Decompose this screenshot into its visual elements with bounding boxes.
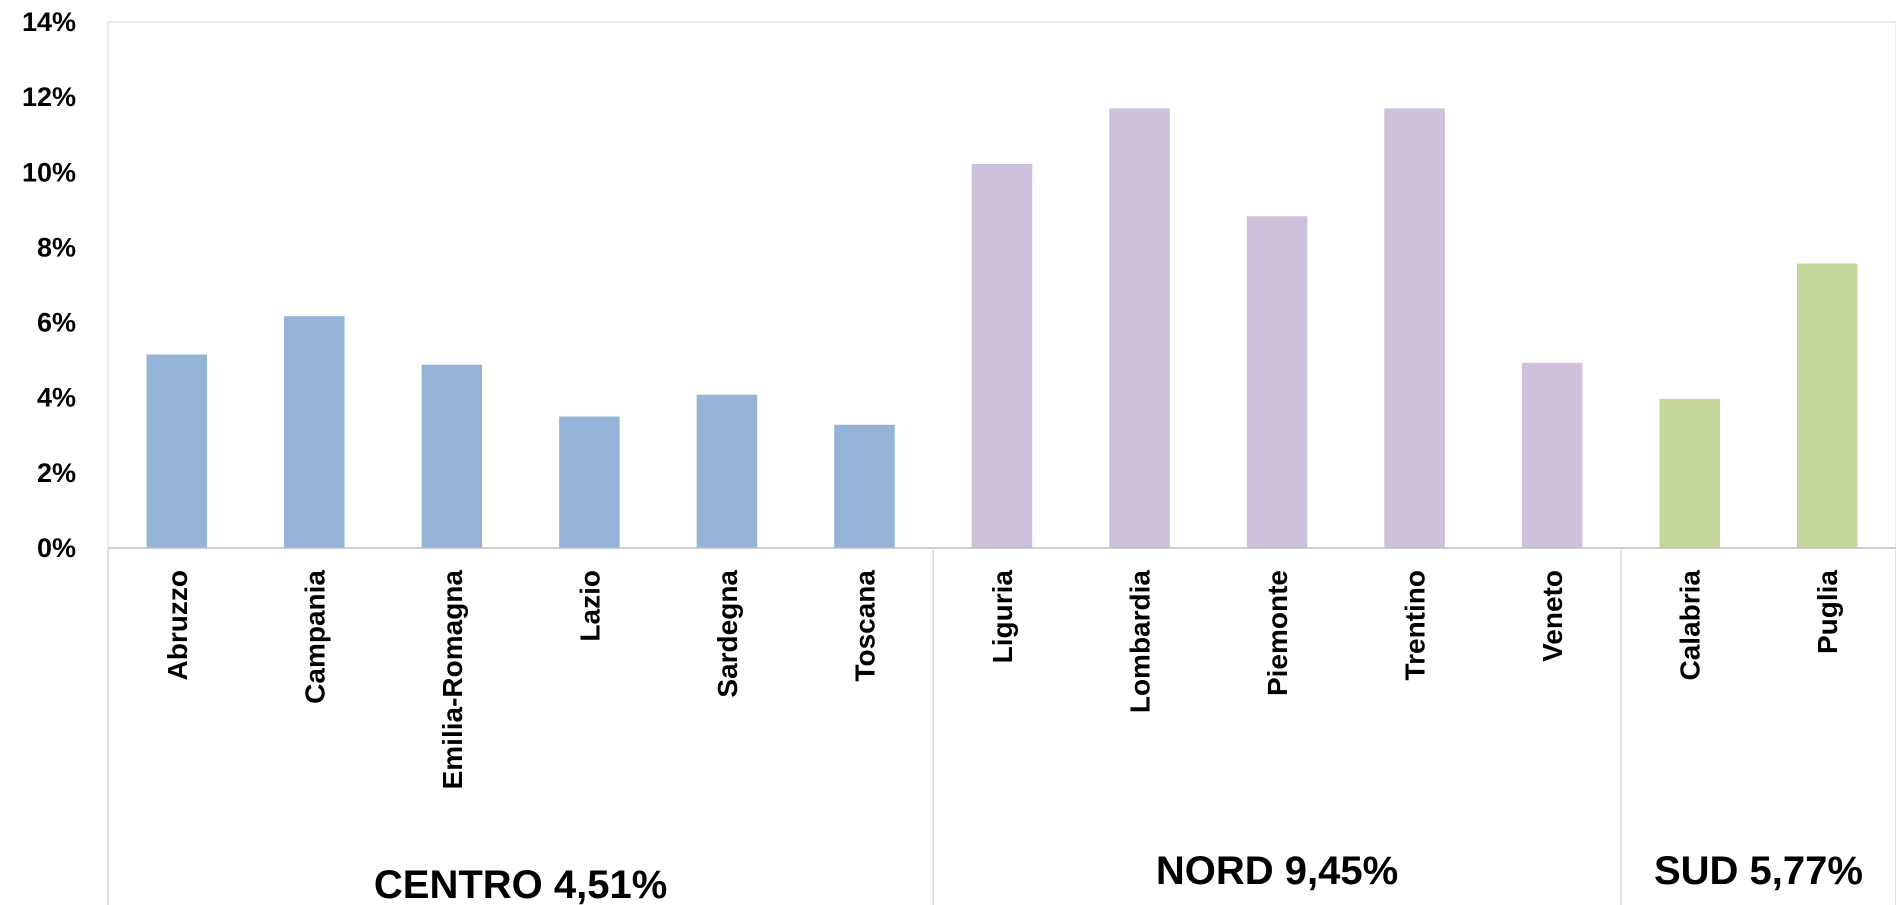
x-tick-label: Trentino (1400, 570, 1431, 680)
bar (559, 416, 620, 548)
x-tick-label: Toscana (849, 570, 880, 682)
y-tick-label: 2% (37, 458, 76, 488)
x-tick-label: Sardegna (712, 570, 743, 698)
x-tick-label: Veneto (1537, 570, 1568, 662)
bar (421, 364, 483, 548)
y-tick-label: 4% (37, 383, 76, 413)
bar (971, 164, 1033, 548)
bar (1384, 108, 1445, 549)
group-labels: CENTRO 4,51% NORD 9,45% SUD 5,77% (374, 849, 1863, 905)
bar (1246, 216, 1308, 548)
x-tick-label: Piemonte (1262, 570, 1293, 696)
bar (1109, 108, 1170, 549)
x-tick-label: Campania (299, 570, 330, 704)
y-tick-label: 14% (22, 7, 76, 37)
bar (284, 316, 345, 548)
x-tick-label: Puglia (1812, 570, 1843, 654)
y-tick-label: 0% (37, 533, 76, 563)
bar (1659, 398, 1720, 548)
y-axis-ticks: 0% 2% 4% 6% 8% 10% 12% 14% (22, 7, 76, 563)
y-tick-label: 6% (37, 308, 76, 338)
y-tick-label: 8% (37, 232, 76, 262)
x-tick-label: Lazio (574, 570, 605, 642)
bars-group (146, 108, 1858, 549)
x-tick-label: Abruzzo (162, 570, 193, 680)
bar (696, 394, 758, 548)
group-label: CENTRO 4,51% (374, 863, 667, 905)
x-tick-label: Emilia-Romagna (437, 570, 468, 790)
group-separators (107, 548, 1896, 905)
bar (1796, 263, 1858, 548)
bar (834, 424, 895, 548)
group-label: NORD 9,45% (1156, 849, 1398, 893)
bar (146, 354, 208, 548)
bar (1521, 362, 1583, 548)
x-tick-label: Calabria (1675, 570, 1706, 681)
x-tick-label: Liguria (987, 570, 1018, 664)
x-tick-label: Lombardia (1125, 570, 1156, 714)
y-tick-label: 12% (22, 82, 76, 112)
group-label: SUD 5,77% (1654, 849, 1863, 893)
category-labels: Abruzzo Campania Emilia-Romagna Lazio Sardeg… (162, 570, 1843, 790)
y-tick-label: 10% (22, 157, 76, 187)
